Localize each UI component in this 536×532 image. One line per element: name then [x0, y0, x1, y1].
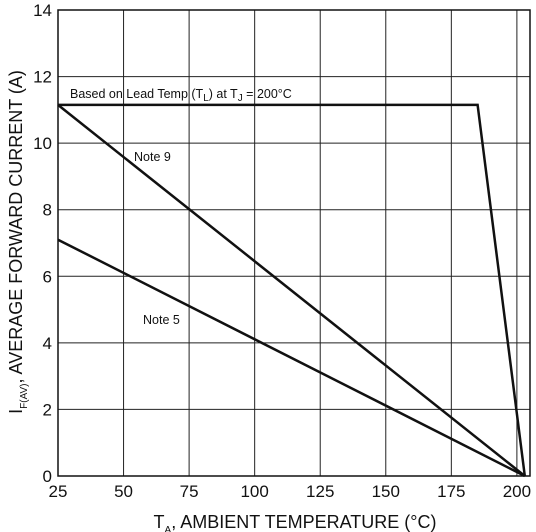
y-tick-label: 0 [43, 467, 52, 486]
y-tick-label: 4 [43, 334, 52, 353]
x-tick-label: 50 [114, 482, 133, 501]
series-lines [57, 103, 527, 478]
y-axis-title: IF(AV), AVERAGE FORWARD CURRENT (A) [6, 70, 30, 414]
x-tick-label: 100 [240, 482, 268, 501]
grid [57, 9, 530, 477]
series-line-2 [57, 103, 526, 477]
x-tick-label: 175 [437, 482, 465, 501]
note-5-label: Note 5 [143, 313, 180, 327]
x-tick-label: 200 [503, 482, 531, 501]
tick-labels: 25 50 75 100 125 150 175 200 0 2 4 6 8 10 12 14 [33, 1, 531, 501]
x-tick-label: 150 [372, 482, 400, 501]
x-tick-label: 25 [49, 482, 68, 501]
x-axis-title: TA, AMBIENT TEMPERATURE (°C) [154, 512, 437, 532]
y-tick-label: 8 [43, 201, 52, 220]
plot-frame [57, 9, 531, 477]
y-tick-label: 14 [33, 1, 52, 20]
y-tick-label: 12 [33, 68, 52, 87]
y-tick-label: 2 [43, 400, 52, 419]
x-tick-label: 75 [180, 482, 199, 501]
y-tick-label: 6 [43, 267, 52, 286]
note-9-label: Note 9 [134, 150, 171, 164]
lead-temp-annotation: Based on Lead Temp (TL) at TJ = 200°C [70, 87, 292, 104]
series-line-3 [57, 238, 526, 478]
series-line-1 [58, 103, 527, 477]
x-tick-label: 125 [306, 482, 334, 501]
y-tick-label: 10 [33, 134, 52, 153]
